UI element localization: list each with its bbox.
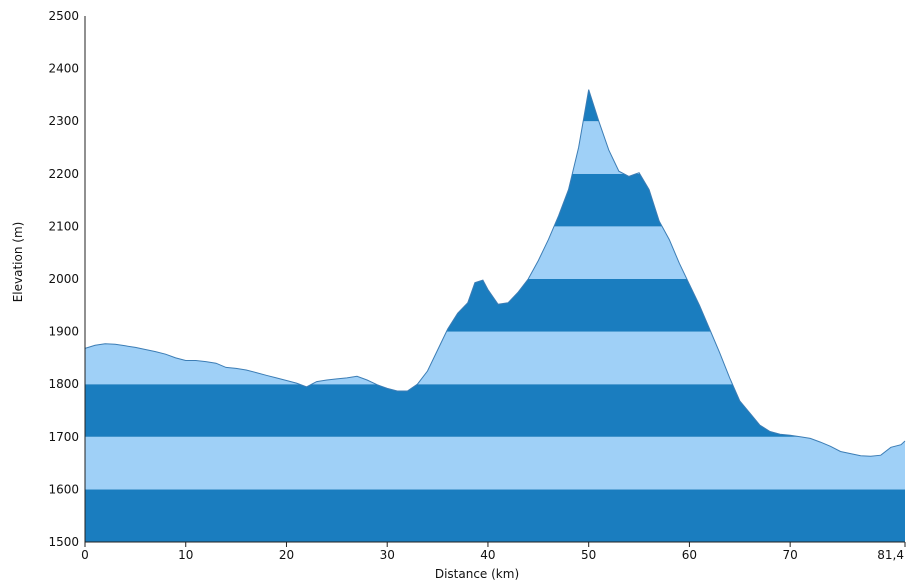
- y-tick-label: 2400: [48, 62, 79, 76]
- elevation-band-2400: [85, 16, 905, 69]
- x-tick-label: 10: [178, 548, 193, 562]
- elevation-band-1800: [85, 331, 905, 385]
- elevation-band-2000: [85, 226, 905, 279]
- elevation-band-1600: [85, 436, 905, 490]
- y-tick-label: 1500: [48, 535, 79, 549]
- elevation-bands: [85, 16, 905, 542]
- y-tick-label: 1900: [48, 325, 79, 339]
- x-tick-label: 50: [581, 548, 596, 562]
- elevation-profile-line: [84, 89, 906, 457]
- y-tick-label: 2100: [48, 219, 79, 233]
- elevation-band-1700: [85, 384, 905, 437]
- x-tick-label: 81,4: [877, 548, 904, 562]
- y-tick-label: 2200: [48, 167, 79, 181]
- x-tick-label: 60: [682, 548, 697, 562]
- y-tick-label: 2300: [48, 114, 79, 128]
- elevation-band-2200: [85, 121, 905, 174]
- x-tick-label: 70: [783, 548, 798, 562]
- x-tick-label: 40: [480, 548, 495, 562]
- elevation-band-2300: [85, 89, 905, 122]
- elevation-band-1500: [85, 489, 905, 542]
- y-axis-title: Elevation (m): [11, 222, 25, 303]
- x-axis-title: Distance (km): [435, 567, 519, 580]
- y-tick-label: 1700: [48, 430, 79, 444]
- elevation-band-2100: [85, 173, 905, 227]
- y-tick-label: 1600: [48, 482, 79, 496]
- y-tick-label: 1800: [48, 377, 79, 391]
- y-tick-label: 2000: [48, 272, 79, 286]
- elevation-band-1900: [85, 279, 905, 332]
- y-axis-ticks: 1500 1600 1700 1800 1900 2000 2100 2200 2300 2400…: [48, 9, 79, 549]
- x-tick-label: 0: [81, 548, 89, 562]
- x-tick-label: 30: [380, 548, 395, 562]
- x-axis-ticks: 0 10 20 30 40 50 60 70 81,4: [81, 542, 906, 562]
- x-tick-label: 20: [279, 548, 294, 562]
- y-tick-label: 2500: [48, 9, 79, 23]
